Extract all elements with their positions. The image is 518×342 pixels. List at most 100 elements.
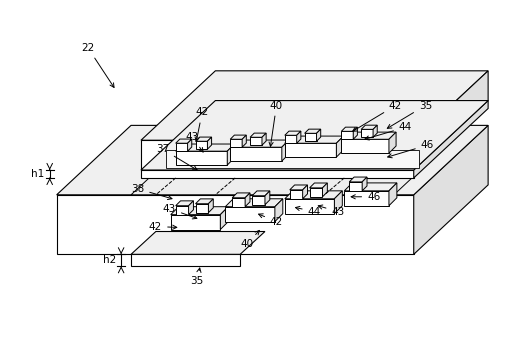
Polygon shape [230,147,282,161]
Polygon shape [166,150,419,168]
Polygon shape [141,71,488,140]
Polygon shape [176,139,192,143]
Polygon shape [341,127,357,131]
Polygon shape [252,191,270,196]
Text: 42: 42 [195,107,209,142]
Text: h2: h2 [103,255,116,265]
Polygon shape [297,131,301,143]
Text: 40: 40 [269,101,283,146]
Polygon shape [414,101,488,178]
Polygon shape [361,129,373,137]
Polygon shape [225,207,275,222]
Polygon shape [141,101,488,170]
Polygon shape [232,193,250,198]
Polygon shape [262,133,266,145]
Polygon shape [361,125,377,129]
Text: 35: 35 [387,101,432,128]
Polygon shape [305,133,316,141]
Polygon shape [341,132,396,139]
Polygon shape [195,204,208,213]
Text: 35: 35 [191,268,204,286]
Polygon shape [362,177,367,191]
Polygon shape [141,140,414,170]
Polygon shape [176,151,227,165]
Polygon shape [341,139,389,153]
Polygon shape [344,191,389,206]
Polygon shape [285,191,342,199]
Polygon shape [285,199,335,214]
Text: h1: h1 [31,169,45,179]
Polygon shape [176,201,193,206]
Polygon shape [195,199,213,204]
Polygon shape [349,177,367,182]
Polygon shape [285,136,343,143]
Polygon shape [207,137,211,149]
Polygon shape [353,127,357,139]
Polygon shape [305,129,321,133]
Polygon shape [171,215,220,229]
Polygon shape [242,135,246,147]
Polygon shape [195,141,207,149]
Polygon shape [131,254,240,266]
Polygon shape [303,185,308,199]
Polygon shape [131,167,424,195]
Polygon shape [230,135,246,139]
Polygon shape [230,140,289,147]
Text: 43: 43 [318,205,344,216]
Text: 44: 44 [295,206,321,216]
Polygon shape [195,137,211,141]
Polygon shape [189,201,193,215]
Polygon shape [171,207,228,215]
Polygon shape [188,139,192,151]
Text: 43: 43 [163,204,197,219]
Text: 42: 42 [353,101,402,131]
Text: 40: 40 [240,231,260,249]
Polygon shape [250,133,266,137]
Polygon shape [265,191,270,205]
Polygon shape [389,132,396,153]
Polygon shape [141,170,414,178]
Polygon shape [323,183,327,197]
Polygon shape [414,71,488,170]
Polygon shape [245,193,250,207]
Polygon shape [310,188,323,197]
Polygon shape [316,129,321,141]
Polygon shape [220,207,228,229]
Polygon shape [389,183,397,206]
Text: 43: 43 [185,132,203,152]
Polygon shape [176,144,235,151]
Polygon shape [208,199,213,213]
Text: 42: 42 [258,214,283,226]
Polygon shape [252,196,265,205]
Polygon shape [232,198,245,207]
Text: 22: 22 [81,43,114,88]
Polygon shape [341,131,353,139]
Text: 46: 46 [387,140,434,158]
Polygon shape [285,131,301,135]
Polygon shape [131,232,265,254]
Text: 38: 38 [131,184,172,199]
Polygon shape [349,182,362,191]
Polygon shape [56,126,488,195]
Polygon shape [225,199,283,207]
Polygon shape [290,190,303,199]
Polygon shape [176,206,189,215]
Polygon shape [227,144,235,165]
Polygon shape [414,126,488,254]
Polygon shape [230,139,242,147]
Text: 44: 44 [365,122,412,140]
Polygon shape [290,185,308,190]
Polygon shape [336,136,343,157]
Polygon shape [285,135,297,143]
Text: 37: 37 [156,144,197,170]
Polygon shape [310,183,327,188]
Polygon shape [56,195,414,254]
Polygon shape [335,191,342,214]
Polygon shape [373,125,377,137]
Text: 42: 42 [149,222,177,232]
Polygon shape [344,183,397,191]
Polygon shape [250,137,262,145]
Polygon shape [285,143,336,157]
Polygon shape [275,199,283,222]
Polygon shape [282,140,289,161]
